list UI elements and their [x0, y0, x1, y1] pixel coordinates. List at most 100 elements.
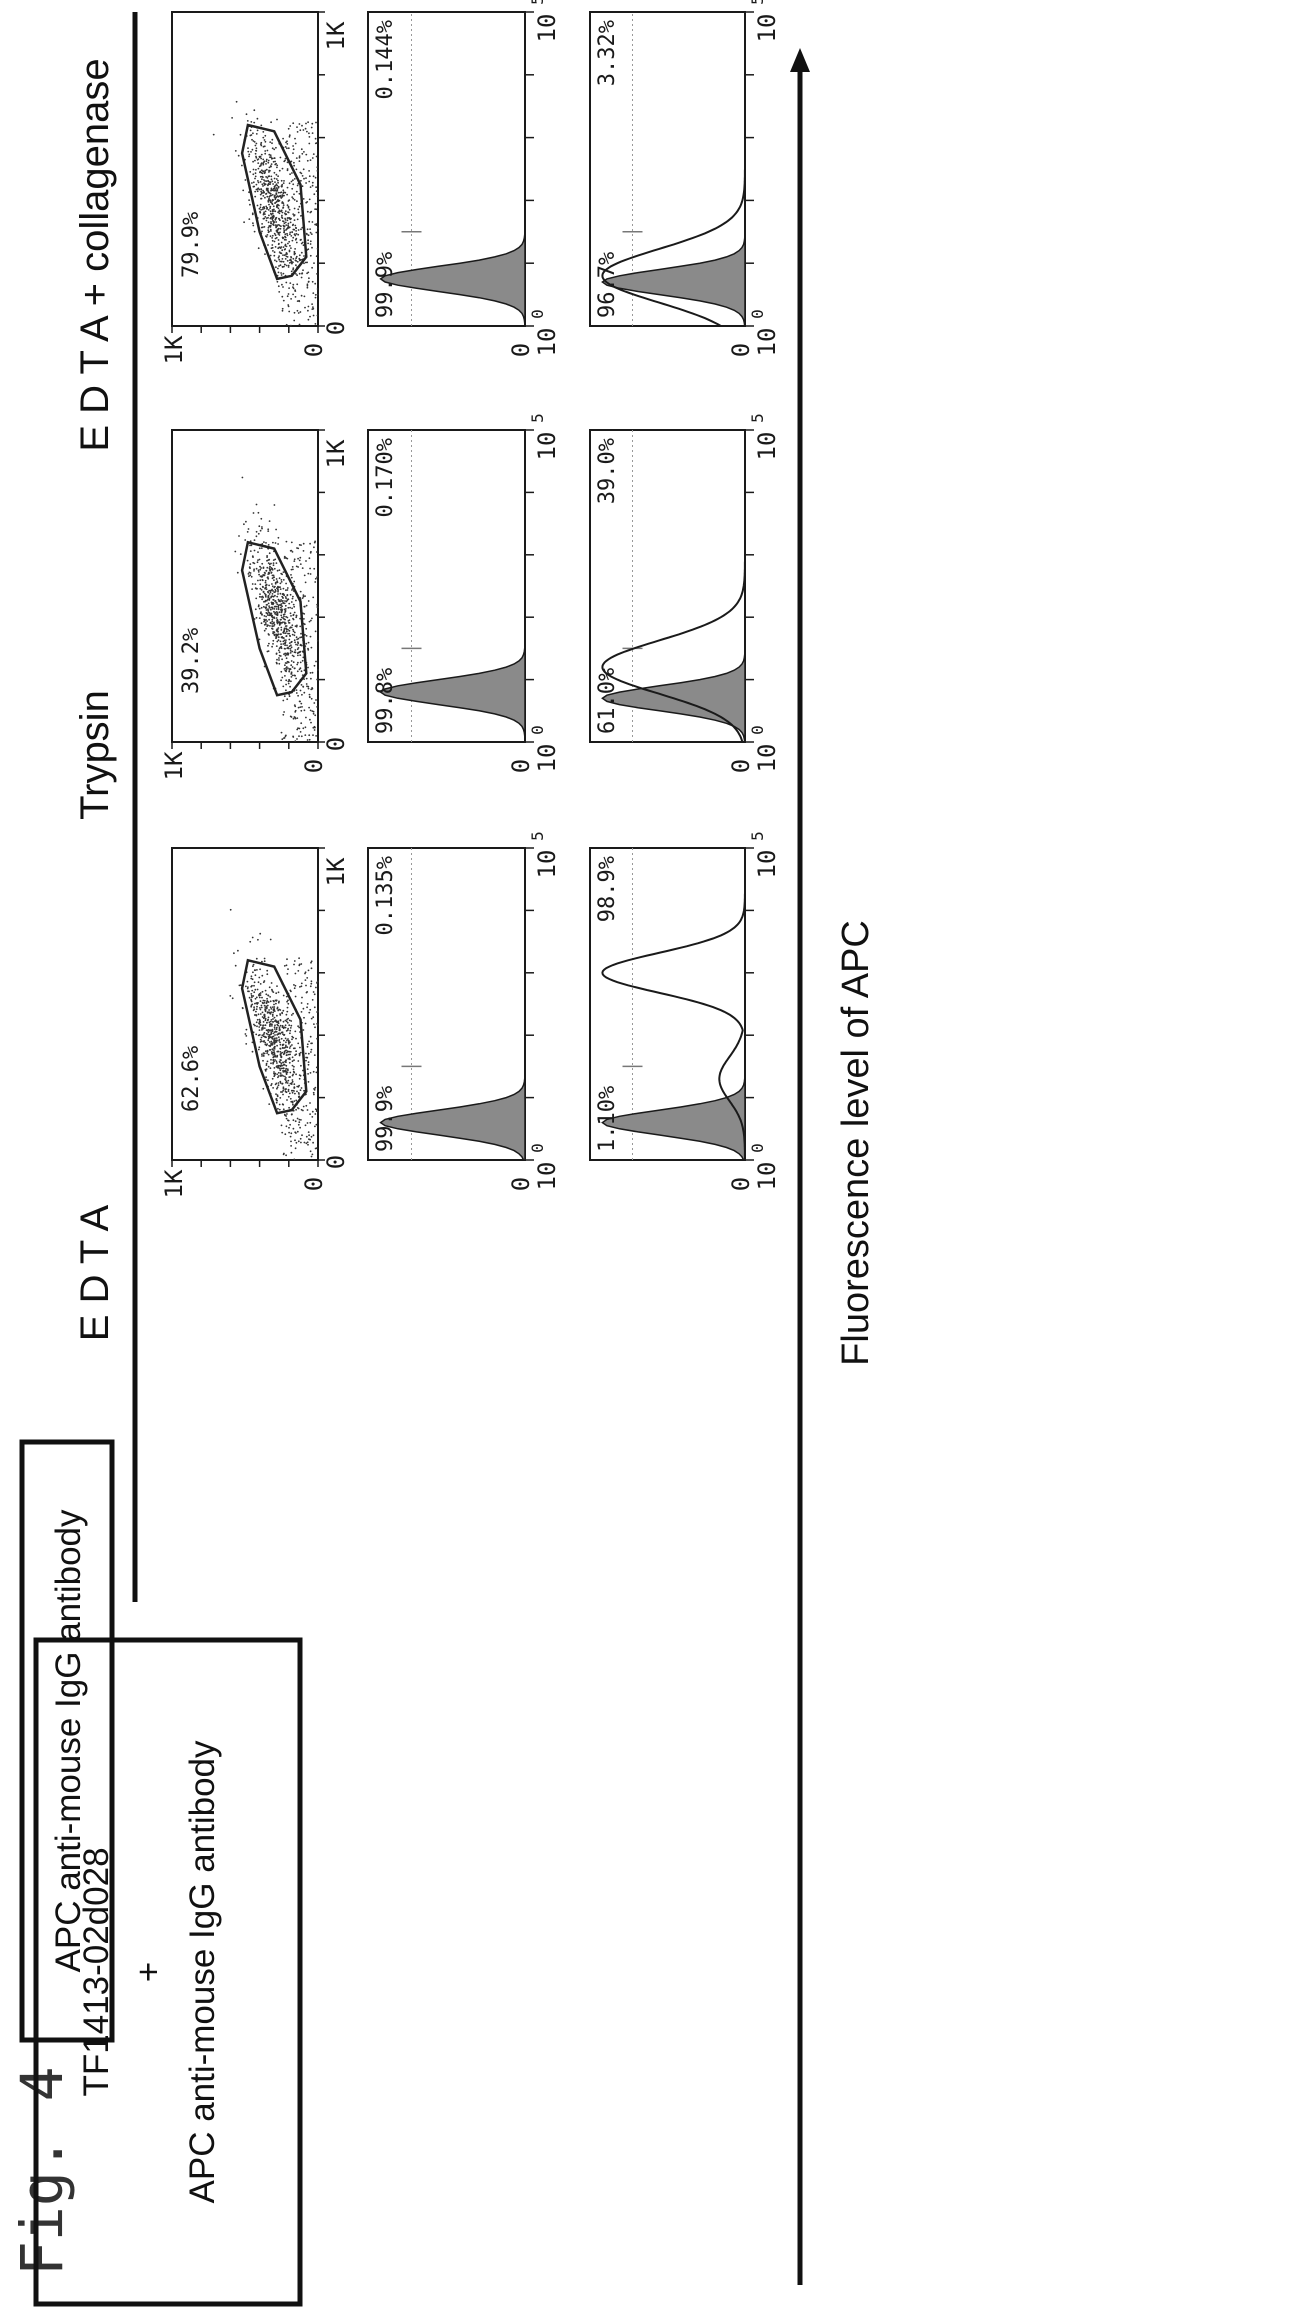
x-tick-label-min: 0 [322, 1155, 350, 1169]
scatter-point [231, 117, 234, 119]
scatter-point [269, 1067, 272, 1070]
scatter-point [299, 700, 301, 703]
scatter-point [266, 1060, 269, 1063]
scatter-point [298, 205, 301, 208]
scatter-point [302, 269, 304, 272]
scatter-point [314, 1086, 317, 1089]
scatter-point [314, 137, 317, 140]
scatter-point [302, 244, 305, 247]
scatter-point [305, 683, 308, 685]
scatter-point [272, 1011, 274, 1014]
scatter-point [264, 1019, 267, 1022]
scatter-point [248, 199, 251, 202]
scatter-point [271, 1052, 273, 1055]
scatter-point [303, 1016, 305, 1019]
scatter-point [273, 1003, 275, 1006]
scatter-point [303, 1089, 305, 1092]
scatter-point [300, 670, 303, 673]
scatter-point [295, 599, 297, 602]
scatter-point [272, 223, 274, 226]
scatter-point [279, 1072, 282, 1074]
scatter-point [297, 661, 299, 664]
scatter-point [267, 530, 270, 532]
scatter-point [268, 552, 271, 555]
scatter-point [306, 977, 309, 979]
scatter-point [255, 1014, 258, 1017]
scatter-point [269, 210, 272, 213]
scatter-point [255, 168, 257, 171]
scatter-point [256, 129, 259, 132]
scatter-point [293, 214, 296, 216]
scatter-point [274, 588, 277, 591]
scatter-point [293, 228, 296, 231]
scatter-point [268, 520, 271, 522]
scatter-point [274, 581, 277, 584]
scatter-point [291, 231, 293, 233]
scatter-point [280, 609, 283, 612]
scatter-point [310, 1017, 313, 1020]
scatter-point [307, 1052, 310, 1055]
scatter-point [312, 314, 315, 317]
scatter-point [279, 1069, 282, 1072]
scatter-point [280, 581, 283, 583]
scatter-point [242, 189, 245, 192]
scatter-point [308, 738, 311, 741]
scatter-point [268, 567, 271, 570]
scatter-point [273, 1016, 276, 1019]
scatter-point [292, 268, 294, 271]
figure-label: Fig. 4 [8, 2066, 76, 2276]
scatter-point [271, 1042, 274, 1044]
scatter-point [271, 244, 274, 246]
scatter-point [251, 213, 254, 216]
scatter-point [270, 222, 272, 225]
scatter-point [310, 1048, 313, 1051]
scatter-point [256, 988, 259, 991]
scatter-point [302, 550, 305, 552]
scatter-point [288, 1042, 290, 1045]
scatter-point [260, 611, 262, 613]
scatter-point [301, 693, 303, 696]
scatter-point [294, 1139, 296, 1142]
scatter-point [292, 286, 294, 288]
scatter-point [292, 630, 295, 633]
scatter-point [263, 1027, 266, 1029]
scatter-point [295, 643, 297, 646]
scatter-point [286, 169, 289, 172]
scatter-point [288, 310, 291, 313]
positive-percent-label: 39.0% [595, 438, 620, 504]
scatter-point [306, 233, 308, 236]
scatter-point [263, 980, 266, 982]
scatter-point [286, 193, 288, 196]
scatter-point [279, 586, 281, 588]
scatter-point [281, 1131, 284, 1134]
scatter-point [273, 631, 276, 634]
scatter-point [300, 1119, 302, 1121]
scatter-point [267, 644, 269, 647]
scatter-point [259, 1041, 262, 1043]
scatter-point [300, 179, 302, 182]
scatter-point [280, 611, 283, 614]
scatter-point [248, 218, 251, 221]
open-histogram [601, 848, 746, 1160]
scatter-point [300, 1002, 303, 1004]
scatter-point [264, 216, 267, 218]
scatter-point [307, 239, 309, 242]
scatter-point [245, 113, 248, 116]
scatter-point [285, 635, 288, 638]
scatter-point [265, 623, 267, 626]
scatter-point [247, 528, 250, 530]
scatter-point [282, 1020, 285, 1023]
scatter-point [270, 1019, 273, 1021]
scatter-point [254, 583, 257, 585]
scatter-point [264, 150, 267, 152]
scatter-point [288, 1019, 291, 1022]
scatter-point [253, 549, 256, 552]
scatter-point [316, 273, 318, 275]
scatter-point [287, 628, 289, 631]
condition-label-trypsin: Trypsin [73, 690, 117, 820]
scatter-point [292, 617, 294, 620]
scatter-point [282, 299, 285, 302]
scatter-point [279, 622, 282, 625]
scatter-point [251, 138, 253, 141]
scatter-point [269, 194, 272, 197]
